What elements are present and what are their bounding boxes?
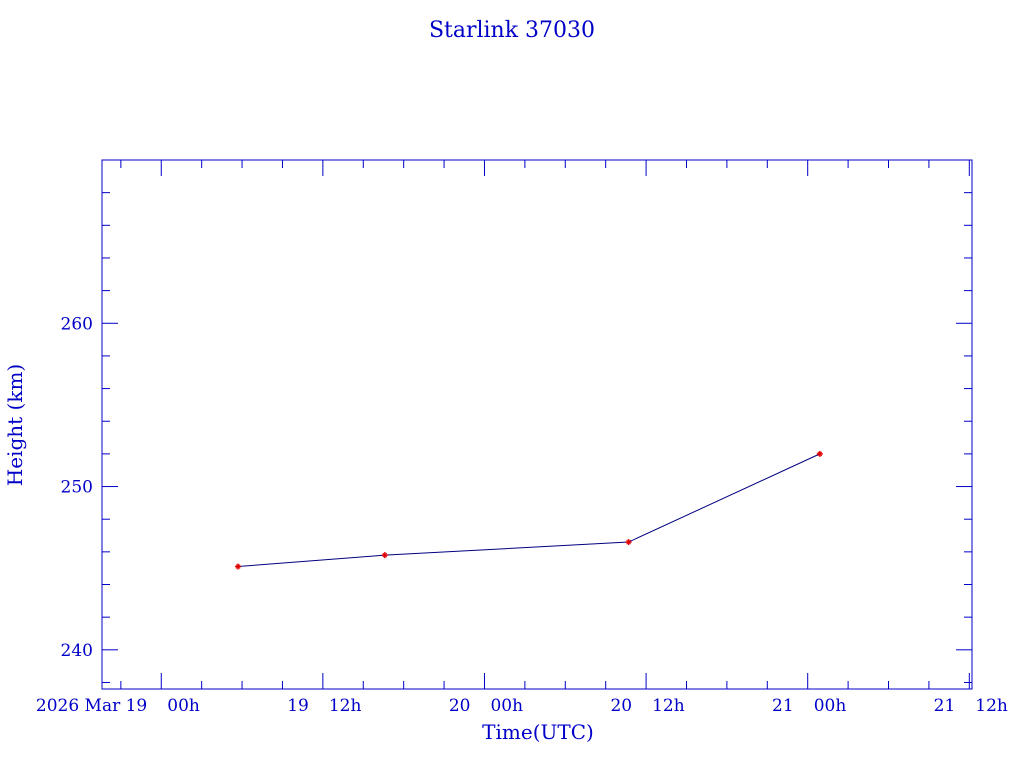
y-tick-label: 260 [61,314,93,334]
data-point [381,552,388,559]
x-tick-label: 20 00h [449,696,523,716]
data-point-mark [626,539,631,545]
series-layer [235,450,823,570]
plot-frame [101,159,973,690]
y-tick-labels: 240 250 260 [61,314,93,661]
chart-title: Starlink 37030 [429,18,595,43]
x-tick-label: 20 12h [610,696,684,716]
axis-ticks [102,159,972,689]
data-point [235,563,242,570]
data-point-mark [817,451,823,457]
x-tick-label: 21 12h [934,696,1008,716]
x-tick-label: 21 00h [772,696,846,716]
x-tick-label: 2026 Mar 19 00h [36,696,200,716]
data-point-mark [382,552,388,558]
data-point-mark [235,564,241,569]
y-axis-label: Height (km) [3,364,27,486]
x-tick-label: 19 12h [287,696,361,716]
x-axis-label: Time(UTC) [482,720,594,744]
y-tick-label: 240 [61,641,93,661]
data-point [816,450,823,457]
series-line [237,453,821,568]
data-point [625,539,632,546]
y-tick-label: 250 [61,478,93,498]
x-tick-labels: 2026 Mar 19 00h 19 12h 20 00h 20 12h 21 00h 21 12h [36,696,1008,716]
